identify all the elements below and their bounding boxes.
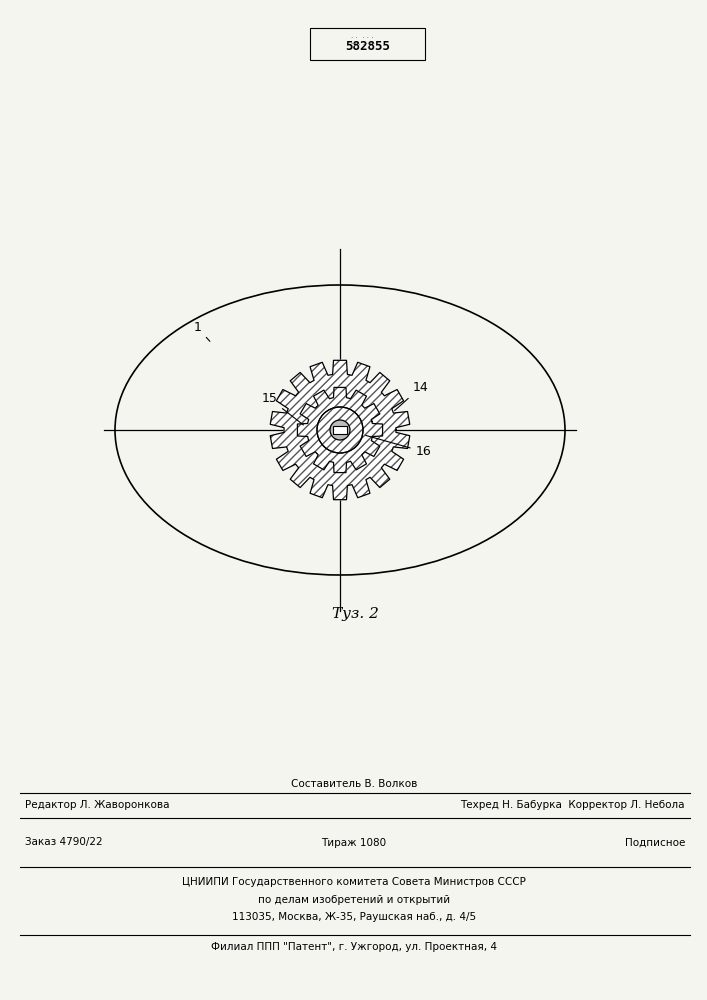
- Text: . .  . . .: . . . . .: [351, 33, 374, 39]
- Text: Составитель В. Волков: Составитель В. Волков: [291, 779, 417, 789]
- Text: 15: 15: [262, 392, 303, 425]
- Text: Редактор Л. Жаворонкова: Редактор Л. Жаворонкова: [25, 800, 170, 810]
- Text: 582855: 582855: [345, 40, 390, 53]
- Circle shape: [317, 407, 363, 453]
- Text: Τуз. 2: Τуз. 2: [332, 607, 378, 621]
- Text: по делам изобретений и открытий: по делам изобретений и открытий: [258, 895, 450, 905]
- Text: Тираж 1080: Тираж 1080: [322, 838, 387, 848]
- Text: Филиал ППП "Патент", г. Ужгород, ул. Проектная, 4: Филиал ППП "Патент", г. Ужгород, ул. Про…: [211, 942, 497, 952]
- Polygon shape: [298, 387, 382, 473]
- Text: 1: 1: [194, 321, 210, 341]
- Text: 14: 14: [395, 381, 428, 411]
- Bar: [333, 426, 347, 434]
- Circle shape: [330, 420, 350, 440]
- Text: ЦНИИПИ Государственного комитета Совета Министров СССР: ЦНИИПИ Государственного комитета Совета …: [182, 877, 526, 887]
- Text: Техред Н. Бабурка  Корректор Л. Небола: Техред Н. Бабурка Корректор Л. Небола: [460, 800, 685, 810]
- Text: 16: 16: [366, 435, 431, 458]
- Polygon shape: [270, 360, 410, 500]
- Text: Заказ 4790/22: Заказ 4790/22: [25, 838, 103, 848]
- Text: 113035, Москва, Ж-35, Раушская наб., д. 4/5: 113035, Москва, Ж-35, Раушская наб., д. …: [232, 912, 476, 922]
- Bar: [310, 28, 425, 60]
- Text: -- . .-- -: -- . .-- -: [351, 40, 375, 46]
- Text: Подписное: Подписное: [624, 838, 685, 848]
